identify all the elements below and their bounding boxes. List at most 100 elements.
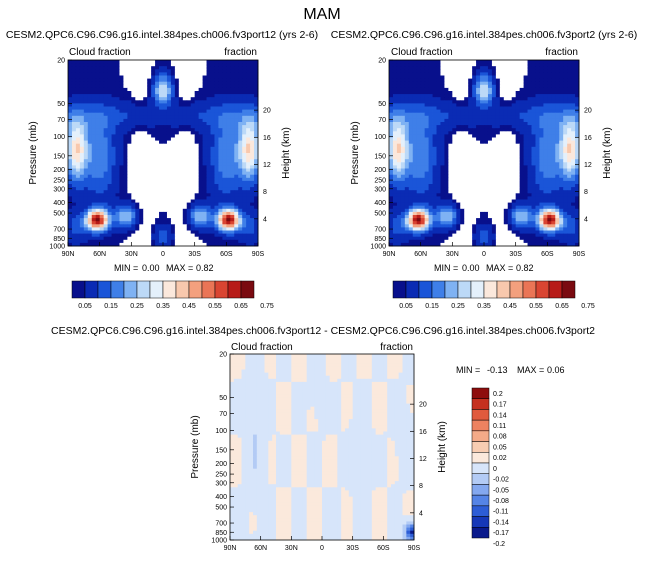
- panel-2-cell: [491, 69, 497, 73]
- panel-1-cell: [71, 66, 77, 70]
- panel-1-cell: [218, 81, 223, 86]
- panel-2-cell: [519, 97, 524, 101]
- panel-1-cell: [222, 143, 227, 148]
- panel-1-cell: [123, 131, 128, 135]
- panel-1-cell: [91, 84, 97, 89]
- panel-1-cell: [99, 236, 105, 241]
- panel-1-cell: [75, 227, 81, 231]
- panel-1-cell: [147, 146, 152, 151]
- panel-1-min-value: 0.00: [142, 263, 160, 273]
- panel-1-cell: [190, 149, 196, 154]
- panel-2-cell: [503, 91, 509, 95]
- panel-1-cell: [218, 162, 223, 166]
- panel-1-cell: [190, 208, 196, 213]
- panel-2-cell: [456, 100, 461, 104]
- panel-1-cell: [218, 146, 223, 151]
- panel-1-cell: [210, 239, 215, 244]
- panel-1-cell: [79, 193, 85, 197]
- panel-1-cell: [107, 193, 112, 197]
- panel-2-cell: [424, 91, 429, 95]
- panel-2-cell: [499, 66, 505, 70]
- panel-1-top-right-label: fraction: [224, 47, 257, 58]
- panel-2-cell: [420, 63, 426, 67]
- panel-1-cell: [202, 227, 207, 231]
- panel-1-cell: [83, 211, 89, 216]
- panel-1-cell: [166, 94, 172, 98]
- panel-1-cell: [198, 137, 203, 141]
- panel-1-cell: [170, 91, 176, 95]
- panel-2-cell: [539, 159, 544, 163]
- panel-1-cell: [194, 193, 200, 197]
- panel-2-cell: [424, 128, 429, 132]
- panel-2-cell: [392, 125, 398, 129]
- panel-1-cell: [198, 97, 203, 101]
- panel-1-cell: [254, 103, 259, 107]
- panel-1-cell: [155, 159, 160, 163]
- panel-1-cell: [222, 208, 227, 213]
- panel-2-cell: [503, 180, 509, 185]
- panel-1-cell: [135, 218, 140, 222]
- panel-1-cell: [87, 60, 93, 64]
- panel-1-cell: [107, 137, 112, 141]
- panel-2-cell: [491, 165, 497, 169]
- panel-2-cell: [468, 84, 473, 89]
- panel-1-cell: [170, 218, 176, 222]
- panel-2-cell: [389, 134, 394, 138]
- panel-2-cell: [559, 100, 564, 104]
- panel-2-cell: [432, 118, 437, 123]
- panel-2-cell: [503, 122, 509, 126]
- panel-1-cell: [131, 224, 136, 228]
- panel-2-cell: [551, 118, 556, 123]
- panel-1-cell: [230, 156, 235, 160]
- panel-2-cell: [571, 165, 576, 169]
- panel-1-cell: [159, 109, 164, 114]
- panel-1-cell: [254, 125, 259, 129]
- panel-1-cell: [206, 236, 211, 241]
- panel-2-cell: [460, 131, 465, 135]
- panel-1-cell: [107, 109, 112, 114]
- panel-2-cell: [452, 177, 457, 182]
- panel-2-cell: [389, 84, 394, 89]
- panel-1-cell: [222, 128, 227, 132]
- panel-1-cell: [115, 221, 120, 225]
- panel-1-cell: [238, 153, 243, 157]
- panel-1-cell: [210, 146, 215, 151]
- panel-1-cell: [95, 236, 101, 241]
- panel-1-cell: [190, 233, 196, 238]
- panel-1-cell: [131, 100, 136, 104]
- panel-2-cell: [396, 100, 402, 104]
- panel-1-x-tick-label: 0: [161, 251, 165, 258]
- panel-1-cell: [79, 122, 85, 126]
- panel-2-cell: [400, 115, 406, 120]
- panel-1-cell: [230, 87, 235, 92]
- panel-1-cell: [178, 125, 184, 129]
- panel-1-cell: [143, 91, 148, 95]
- panel-2-cell: [511, 87, 517, 92]
- panel-2-cell: [511, 63, 517, 67]
- panel-2-cell: [428, 66, 433, 70]
- panel-1-cell: [174, 94, 180, 98]
- panel-1-cell: [139, 168, 144, 172]
- panel-2-cell: [571, 109, 576, 114]
- panel-1-cell: [111, 193, 116, 197]
- panel-2-cell: [507, 72, 513, 76]
- panel-2-cell: [527, 81, 532, 86]
- panel-1-cell: [202, 115, 207, 120]
- panel-2-cell: [424, 122, 429, 126]
- panel-2-cell: [452, 184, 457, 188]
- panel-2-cell: [531, 159, 536, 163]
- panel-2-cell: [460, 187, 465, 191]
- panel-1-cell: [226, 128, 231, 132]
- panel-2-cell: [575, 180, 580, 185]
- panel-1-cell: [190, 115, 196, 120]
- panel-1-cell: [135, 159, 140, 163]
- panel-2-cell: [452, 94, 457, 98]
- panel-1-cell: [210, 149, 215, 154]
- panel-2-cell: [389, 78, 394, 83]
- panel-1-cell: [135, 100, 140, 104]
- panel-1-cell: [75, 146, 81, 151]
- panel-1-cell: [123, 177, 128, 182]
- panel-1-cell: [111, 128, 116, 132]
- panel-1-cell: [127, 162, 132, 166]
- panel-2-cell: [432, 159, 437, 163]
